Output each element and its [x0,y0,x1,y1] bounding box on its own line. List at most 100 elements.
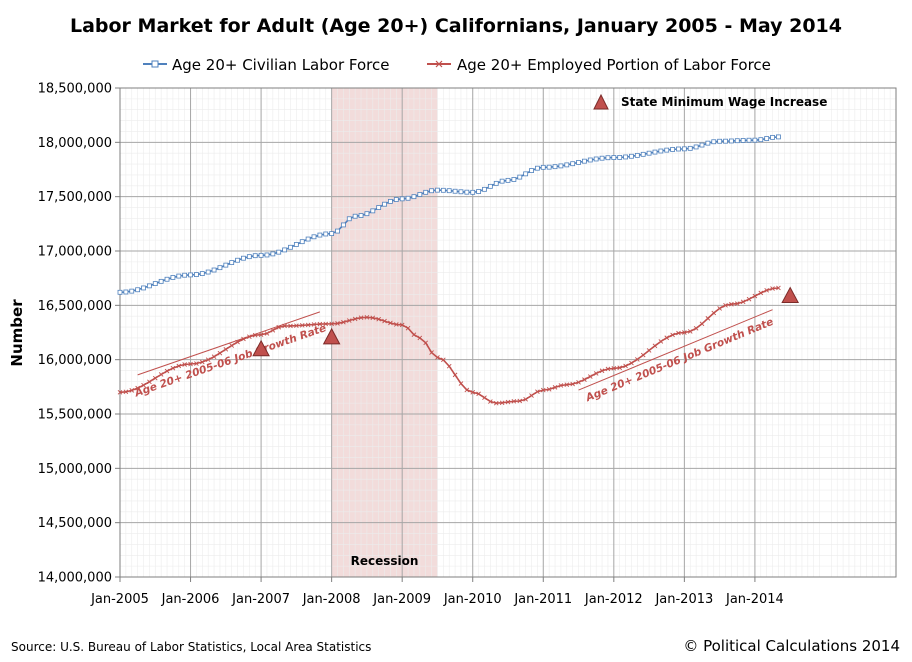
data-point [158,278,164,284]
y-tick-label: 17,500,000 [38,190,112,205]
data-point [135,287,141,293]
data-point [658,148,664,154]
data-point [417,192,423,197]
data-point [117,389,123,395]
data-point [593,371,599,376]
data-point [623,363,628,369]
minimum-wage-increase-marker [252,339,270,357]
data-point [194,361,199,366]
data-point [335,321,340,326]
data-point [340,222,346,228]
plot-border [119,87,897,578]
data-point [546,164,552,170]
data-point [611,366,617,371]
data-point [546,386,552,392]
data-point [182,272,188,278]
data-point [511,398,517,404]
data-point [470,389,476,395]
data-point [534,165,540,171]
data-point [482,395,487,401]
data-point [634,152,640,158]
data-point [170,365,176,371]
data-point [117,289,123,295]
data-point [629,360,634,366]
data-point [535,389,540,395]
data-point [476,391,481,397]
x-tick-label: Jan-2012 [584,592,643,607]
data-point [235,257,240,263]
data-point [435,355,440,360]
data-point [258,332,264,337]
data-point [493,400,499,406]
data-point [252,253,258,259]
data-point [199,271,205,276]
data-point [329,231,335,237]
data-point [770,286,775,291]
data-point [399,196,405,202]
footer-source: Source: U.S. Bureau of Labor Statistics,… [11,640,371,654]
legend-label-employed: Age 20+ Employed Portion of Labor Force [457,56,771,74]
data-point [264,252,270,258]
data-point [693,326,699,331]
data-point [482,186,487,192]
data-point [205,269,211,275]
data-point [699,142,705,148]
data-point [670,332,675,338]
data-point [764,288,769,293]
data-point [282,323,287,329]
data-point [717,306,722,311]
data-point [470,189,476,195]
data-point [329,321,334,327]
data-point [158,372,164,377]
x-tick-label: Jan-2006 [161,592,220,607]
data-point [382,201,387,207]
data-point [652,149,658,155]
data-point [305,322,311,328]
data-point [370,315,376,321]
data-point [664,335,670,341]
recession-label: Recession [351,554,419,568]
x-tick-label: Jan-2005 [90,592,149,607]
data-point [288,244,293,250]
data-point [552,164,558,170]
y-tick-label: 14,000,000 [38,571,112,586]
minor-grid [120,88,896,577]
data-point [564,382,570,387]
data-point [152,281,158,287]
trend-label: Age 20+ 2005-06 Job Growth Rate [132,322,328,400]
data-point [452,372,458,378]
data-point [576,160,581,165]
data-point [635,357,640,362]
data-point [217,350,223,356]
data-point [399,322,405,328]
y-tick-label: 16,000,000 [38,353,112,368]
data-point [476,189,482,194]
data-point [687,329,693,334]
data-point [640,352,646,358]
data-point [211,354,217,359]
data-point [423,189,429,195]
data-point [182,362,187,367]
data-point [276,324,282,330]
y-tick-label: 15,000,000 [38,462,112,477]
data-point [252,332,258,338]
data-point [758,290,764,296]
data-point [358,315,364,321]
data-point [676,146,681,152]
data-point [211,267,217,273]
data-point [247,334,252,339]
data-point [664,147,670,153]
data-point [293,242,299,247]
data-point [446,363,452,369]
data-point [740,138,746,143]
data-point [752,293,758,299]
data-point [241,255,246,261]
data-point [734,138,740,144]
data-point [464,189,470,195]
data-point [723,138,728,144]
data-point [587,374,593,379]
data-point [382,318,387,324]
data-point [276,249,282,255]
data-point [141,382,146,388]
